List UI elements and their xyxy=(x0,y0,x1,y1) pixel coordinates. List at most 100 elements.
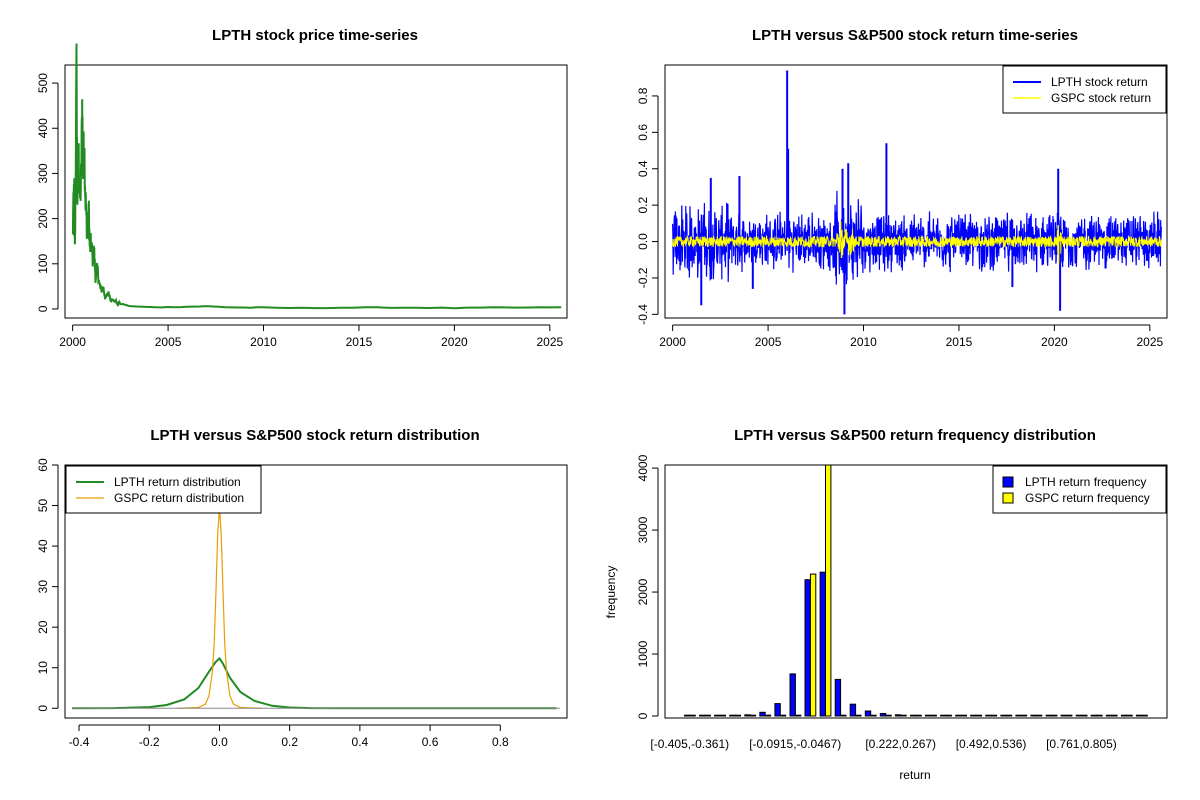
bar-gspc-frequency xyxy=(1081,714,1088,717)
bar-gspc-frequency xyxy=(960,714,967,717)
bar-gspc-frequency xyxy=(1126,714,1133,717)
legend-box xyxy=(1002,65,1167,114)
bar-gspc-frequency xyxy=(990,714,998,717)
bar-lpth-frequency xyxy=(1000,714,1007,717)
plot-frame-4 xyxy=(664,464,1168,719)
x-tick-label: 2020 xyxy=(1041,335,1068,349)
legend-2: LPTH stock return GSPC stock return xyxy=(1002,65,1167,114)
bar-gspc-frequency xyxy=(1035,714,1043,717)
x-tick-label: 2005 xyxy=(155,335,182,349)
y-tick-label: 200 xyxy=(36,208,50,228)
bar-lpth-frequency xyxy=(1045,714,1052,717)
legend-label: LPTH return frequency xyxy=(1025,475,1146,489)
bar-gspc-frequency xyxy=(1141,714,1148,717)
bar-lpth-frequency xyxy=(819,571,826,717)
bar-gspc-frequency xyxy=(915,714,922,717)
legend-swatch-box xyxy=(1002,492,1014,504)
bar-lpth-frequency xyxy=(910,714,917,717)
bar-gspc-frequency xyxy=(1066,714,1073,717)
legend-box xyxy=(992,465,1167,514)
y-tick-label: 0 xyxy=(636,712,650,719)
chart-title-1: LPTH stock price time-series xyxy=(212,27,418,44)
x-tick-label: 0.8 xyxy=(492,735,509,749)
bar-lpth-frequency xyxy=(985,714,992,717)
bar-gspc-frequency xyxy=(689,714,696,717)
bar-gspc-frequency xyxy=(704,714,711,717)
bar-gspc-frequency xyxy=(945,714,952,717)
bar-gspc-frequency xyxy=(885,714,892,717)
x-tick-label: [-0.405,-0.361) xyxy=(650,737,729,751)
x-tick-label: [-0.0915,-0.0467) xyxy=(749,737,841,751)
y-tick-label: -0.4 xyxy=(636,304,650,325)
bar-lpth-frequency xyxy=(759,711,766,717)
chart-title-3: LPTH versus S&P500 stock return distribu… xyxy=(150,427,479,444)
legend-label: LPTH return distribution xyxy=(114,475,241,489)
y-tick-label: 3000 xyxy=(636,516,650,543)
series-line-lpth-return xyxy=(672,190,1162,285)
y-tick-label: 2000 xyxy=(636,578,650,605)
legend-4: LPTH return frequency GSPC return frequen… xyxy=(992,465,1167,514)
y-tick-label: 60 xyxy=(36,458,50,472)
bar-lpth-frequency xyxy=(1030,714,1037,717)
bar-gspc-frequency xyxy=(749,714,757,717)
bar-lpth-frequency xyxy=(925,714,932,717)
y-tick-label: 0.6 xyxy=(636,124,650,141)
bar-gspc-frequency xyxy=(840,714,847,717)
legend-box xyxy=(65,465,262,514)
x-tick-label: 2020 xyxy=(441,335,468,349)
bar-gspc-frequency xyxy=(719,714,726,717)
x-tick-label: 2010 xyxy=(850,335,877,349)
x-tick-label: 2015 xyxy=(946,335,973,349)
y-tick-label: 20 xyxy=(36,620,50,634)
plot-frame-2 xyxy=(664,64,1168,319)
y-axis-title: frequency xyxy=(604,566,618,619)
y-tick-label: 0.4 xyxy=(636,160,650,177)
y-tick-label: 4000 xyxy=(636,454,650,481)
bar-gspc-frequency xyxy=(1005,714,1013,717)
bar-lpth-frequency xyxy=(1120,714,1128,717)
y-tick-label: 0 xyxy=(36,705,50,712)
legend-label: GSPC return distribution xyxy=(114,491,244,505)
x-tick-label: 0.0 xyxy=(211,735,228,749)
bar-lpth-frequency xyxy=(1060,714,1067,717)
bar-gspc-frequency xyxy=(809,573,817,717)
bar-gspc-frequency xyxy=(1111,714,1118,717)
x-tick-label: 2025 xyxy=(536,335,563,349)
x-tick-label: -0.4 xyxy=(69,735,90,749)
bar-lpth-frequency xyxy=(894,714,902,717)
bar-lpth-frequency xyxy=(729,714,736,717)
y-tick-label: -0.2 xyxy=(636,267,650,288)
bar-lpth-frequency xyxy=(970,714,977,717)
legend-label: LPTH stock return xyxy=(1051,75,1148,89)
bar-lpth-frequency xyxy=(1090,714,1098,717)
series-line-lpth-price xyxy=(71,43,562,310)
series-line-lpth-density xyxy=(71,656,557,710)
bar-lpth-frequency xyxy=(879,713,887,717)
x-tick-label: 2005 xyxy=(755,335,782,349)
x-tick-label: 2000 xyxy=(659,335,686,349)
chart-title-2: LPTH versus S&P500 stock return time-ser… xyxy=(752,27,1078,44)
bar-lpth-frequency xyxy=(789,673,796,717)
legend-3: LPTH return distribution GSPC return dist… xyxy=(65,465,262,514)
y-tick-label: 40 xyxy=(36,539,50,553)
legend-swatch-box xyxy=(1002,476,1014,488)
x-tick-label: 2010 xyxy=(250,335,277,349)
bar-lpth-frequency xyxy=(699,714,706,717)
y-tick-label: 50 xyxy=(36,499,50,513)
series-line-gspc-density xyxy=(177,507,262,709)
bar-gspc-frequency xyxy=(779,714,787,717)
y-tick-label: 0.8 xyxy=(636,87,650,104)
y-tick-label: 0 xyxy=(36,305,50,312)
bar-gspc-frequency xyxy=(1020,714,1028,717)
x-tick-label: 2015 xyxy=(346,335,373,349)
bar-lpth-frequency xyxy=(804,579,811,717)
bar-gspc-frequency xyxy=(825,464,832,717)
bar-gspc-frequency xyxy=(734,714,741,717)
bar-gspc-frequency xyxy=(1051,714,1058,717)
x-tick-label: 0.4 xyxy=(352,735,369,749)
series-line-gspc-return xyxy=(672,228,1162,256)
bar-lpth-frequency xyxy=(955,714,962,717)
x-tick-label: 0.2 xyxy=(281,735,298,749)
x-tick-label: 2025 xyxy=(1136,335,1163,349)
